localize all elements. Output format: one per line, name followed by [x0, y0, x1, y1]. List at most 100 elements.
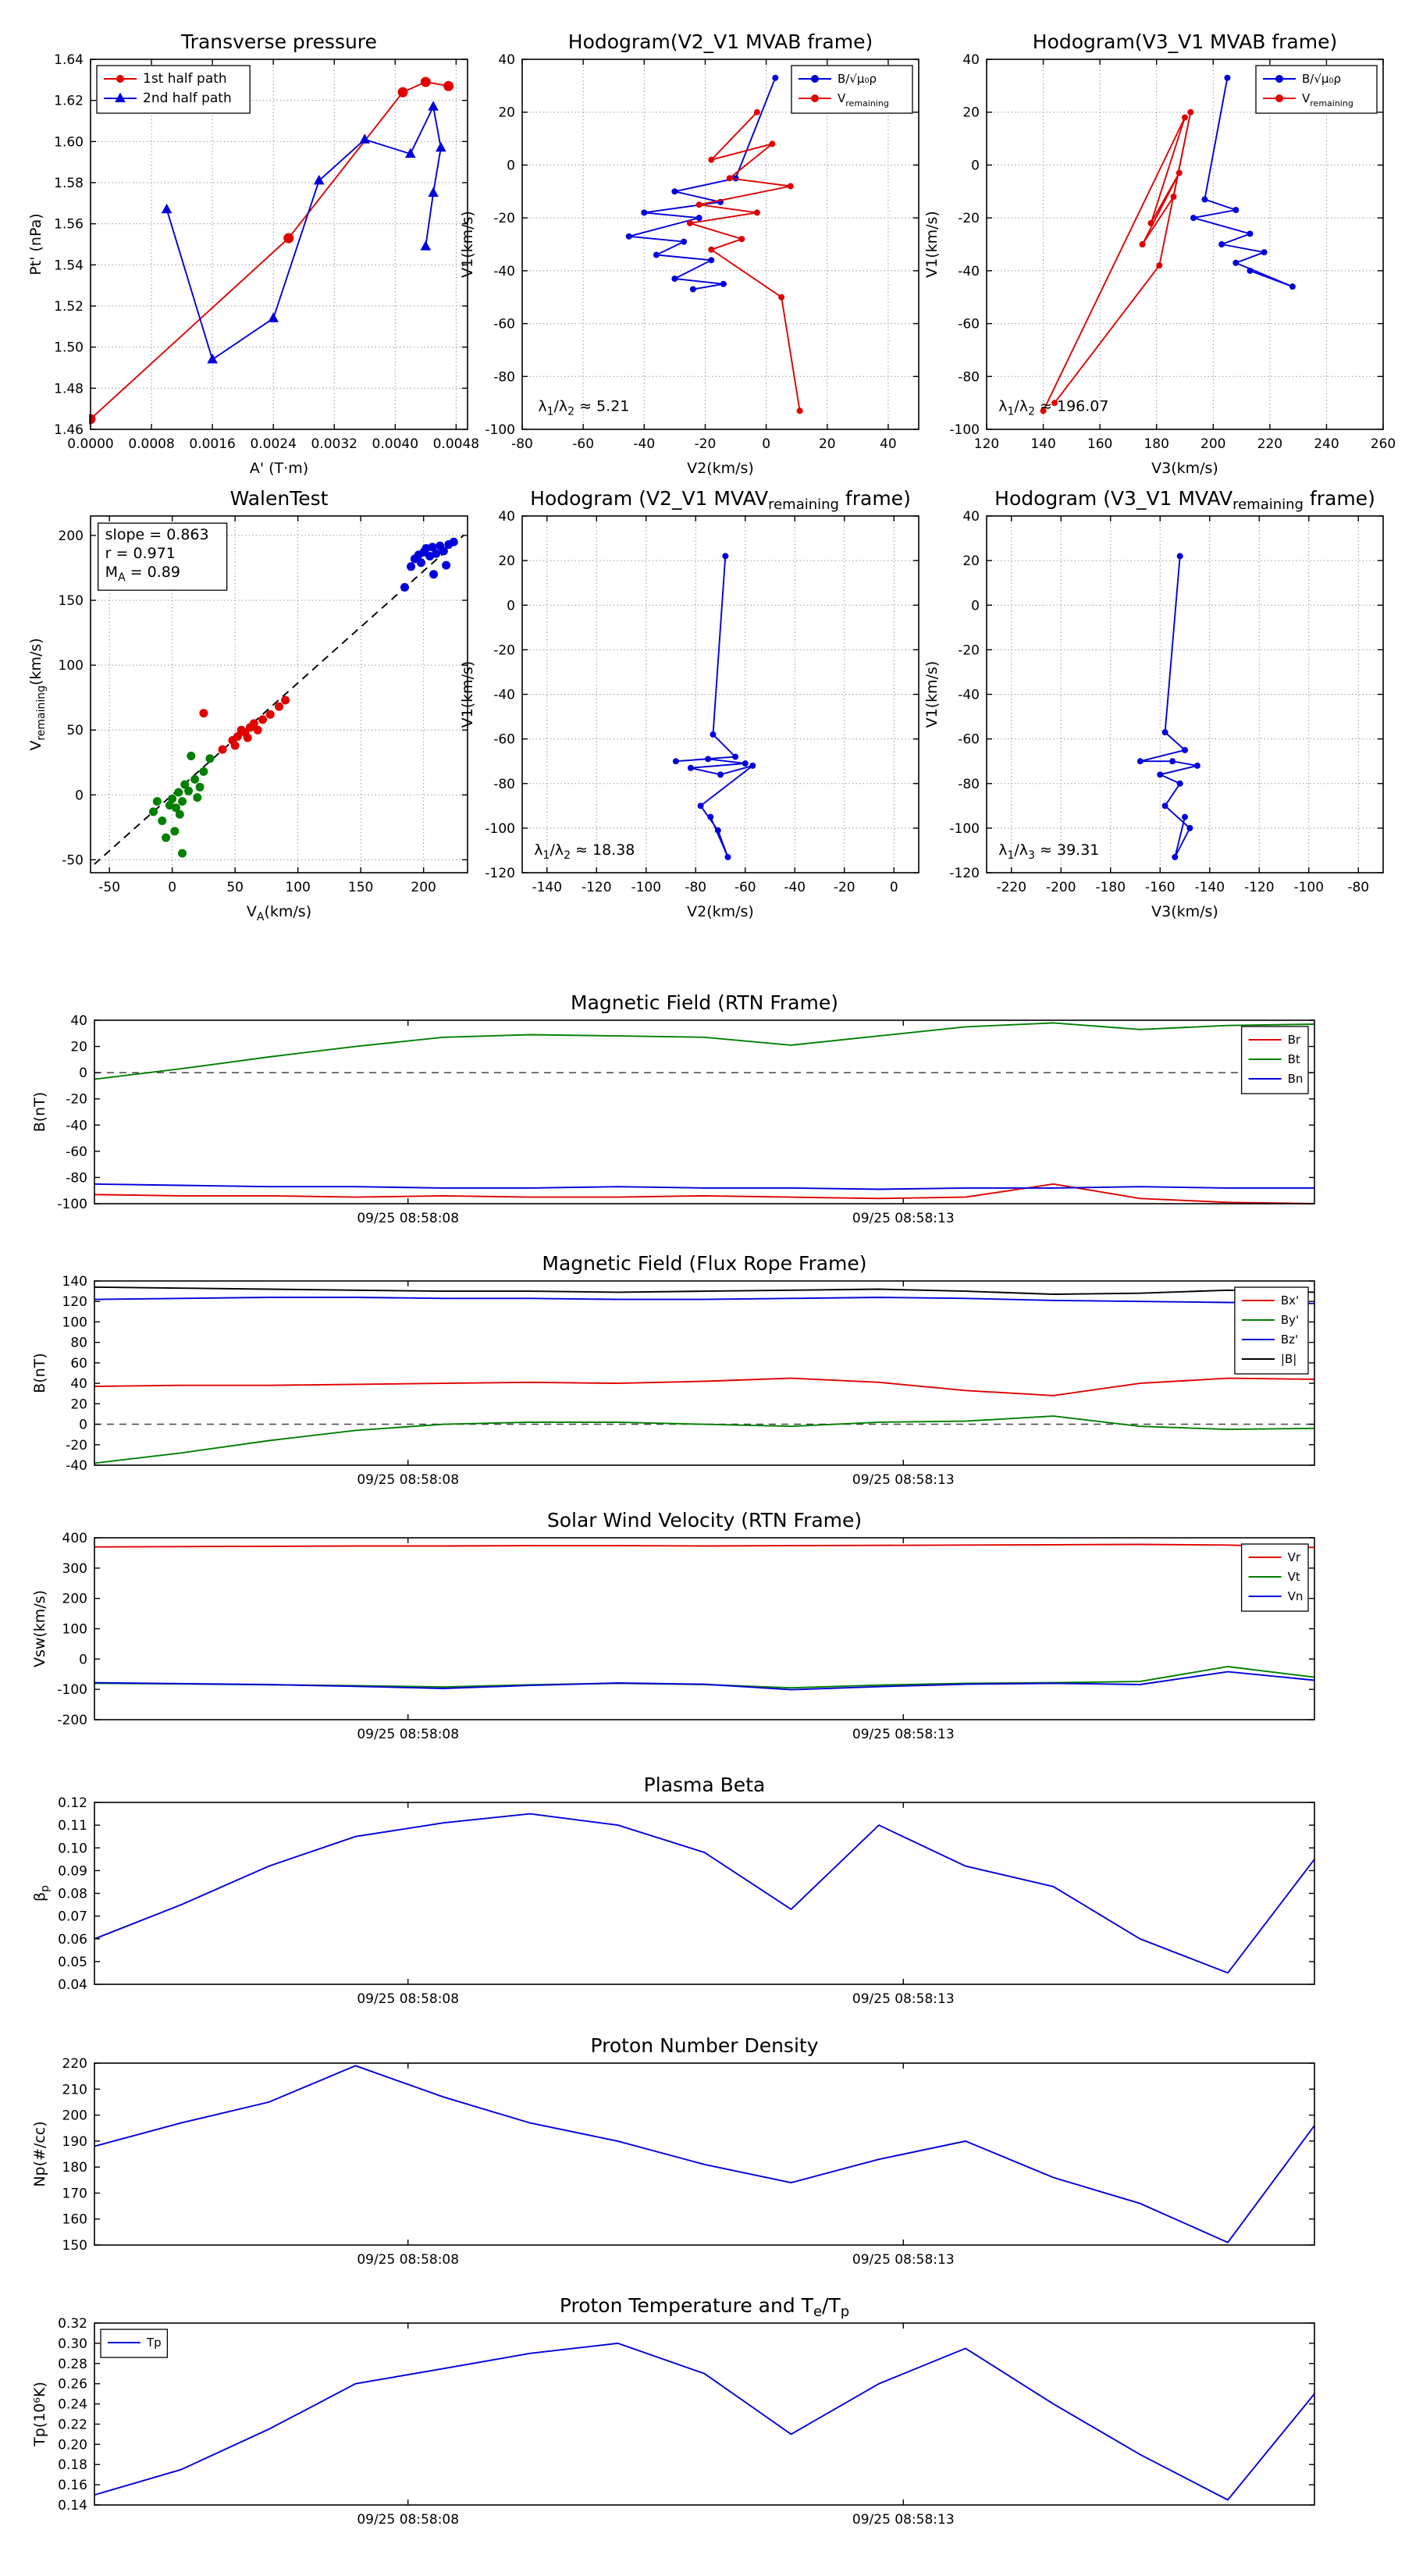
svg-text:0: 0 — [168, 880, 176, 895]
svg-text:Vr: Vr — [1288, 1550, 1301, 1564]
svg-text:40: 40 — [962, 509, 980, 525]
y-axis-label: Np(#/cc) — [31, 2121, 48, 2186]
x-axis-label: A' (T·m) — [250, 460, 308, 477]
y-axis-label: B(nT) — [31, 1353, 48, 1393]
panel-title: WalenTest — [230, 487, 329, 510]
series-B — [628, 77, 777, 290]
y-axis-label: V1(km/s) — [459, 661, 476, 728]
svg-text:80: 80 — [70, 1336, 87, 1351]
svg-text:220: 220 — [62, 2056, 87, 2072]
panel-ts_tp: 09/25 08:58:08 09/25 08:58:13 0.14 0.16 0.18… — [31, 2294, 1315, 2528]
svg-text:300: 300 — [62, 1561, 87, 1577]
svg-text:0.0040: 0.0040 — [372, 436, 418, 452]
svg-text:-80: -80 — [66, 1170, 87, 1186]
svg-text:1st half path: 1st half path — [143, 71, 227, 87]
legend-box — [96, 65, 251, 114]
svg-text:Vremaining: Vremaining — [1302, 91, 1353, 109]
svg-text:-20: -20 — [958, 211, 980, 226]
svg-text:40: 40 — [880, 436, 897, 452]
svg-text:-60: -60 — [735, 880, 756, 895]
svg-text:-20: -20 — [493, 642, 515, 658]
panel-ts_beta: 09/25 08:58:08 09/25 08:58:13 0.04 0.05 0.06… — [31, 1774, 1315, 2007]
svg-text:50: 50 — [226, 880, 244, 895]
svg-text:150: 150 — [348, 880, 373, 895]
svg-text:-100: -100 — [57, 1197, 87, 1212]
svg-text:-80: -80 — [958, 777, 980, 792]
svg-text:B/√μ₀ρ: B/√μ₀ρ — [1302, 72, 1341, 86]
x-axis-label: V3(km/s) — [1151, 903, 1218, 920]
svg-text:0: 0 — [507, 158, 515, 173]
svg-text:-180: -180 — [1095, 880, 1126, 895]
svg-text:1.56: 1.56 — [54, 217, 84, 233]
svg-text:-80: -80 — [493, 369, 515, 385]
svg-text:0: 0 — [890, 880, 898, 895]
series-Vrem — [1042, 112, 1192, 411]
svg-text:100: 100 — [285, 880, 310, 895]
svg-text:-200: -200 — [1046, 880, 1076, 895]
svg-text:09/25 08:58:13: 09/25 08:58:13 — [852, 2512, 955, 2528]
svg-text:-20: -20 — [958, 642, 980, 658]
svg-text:140: 140 — [1030, 436, 1055, 452]
svg-text:-60: -60 — [958, 732, 980, 748]
series-Br — [94, 1183, 1315, 1204]
svg-text:09/25 08:58:13: 09/25 08:58:13 — [852, 2252, 955, 2268]
svg-text:-60: -60 — [572, 436, 594, 452]
svg-text:-40: -40 — [958, 264, 980, 279]
svg-text:0: 0 — [79, 1418, 87, 1433]
svg-text:-160: -160 — [1145, 880, 1176, 895]
svg-text:0.12: 0.12 — [58, 1795, 87, 1811]
series-By' — [94, 1415, 1315, 1464]
svg-text:09/25 08:58:08: 09/25 08:58:08 — [357, 2512, 459, 2528]
panel-title: Transverse pressure — [180, 30, 377, 53]
svg-text:200: 200 — [59, 528, 84, 544]
panel-walen: -50 0 50 100 150 200 -50 0 50 100 150 200 WalenTest V… — [27, 487, 468, 923]
series-Bx' — [94, 1377, 1315, 1397]
svg-text:-100: -100 — [631, 880, 661, 895]
svg-text:-40: -40 — [633, 436, 655, 452]
svg-text:-120: -120 — [949, 866, 980, 881]
svg-text:0.10: 0.10 — [58, 1841, 87, 1856]
y-axis-label: Tp(10⁶K) — [31, 2382, 48, 2447]
svg-text:09/25 08:58:13: 09/25 08:58:13 — [852, 1991, 955, 2007]
svg-text:0.22: 0.22 — [58, 2417, 87, 2432]
svg-text:-100: -100 — [485, 422, 515, 438]
svg-text:260: 260 — [1371, 436, 1396, 452]
axes-frame — [94, 1019, 1315, 1204]
x-axis-label: V2(km/s) — [687, 903, 754, 920]
svg-text:|B|: |B| — [1281, 1352, 1297, 1366]
svg-text:220: 220 — [1257, 436, 1282, 452]
panel-hodo_v2_mvab: -80 -60 -40 -20 0 20 40-100-80-60-40-2002040Ho… — [459, 30, 919, 477]
axes-frame — [521, 59, 919, 430]
svg-text:200: 200 — [411, 880, 436, 895]
svg-text:-20: -20 — [66, 1438, 87, 1453]
series-2nd half path — [165, 104, 442, 361]
svg-text:20: 20 — [498, 553, 515, 569]
svg-text:slope = 0.863: slope = 0.863 — [105, 526, 209, 543]
svg-text:100: 100 — [59, 658, 84, 674]
svg-text:0.26: 0.26 — [58, 2377, 87, 2393]
svg-text:r = 0.971: r = 0.971 — [105, 545, 176, 562]
series-Tp — [94, 2342, 1315, 2501]
svg-text:0: 0 — [507, 598, 515, 614]
svg-text:-220: -220 — [996, 880, 1026, 895]
series-beta_p — [94, 1813, 1315, 1974]
axes-frame — [94, 1537, 1315, 1720]
axes-frame — [94, 2062, 1315, 2246]
panel-title: Solar Wind Velocity (RTN Frame) — [547, 1509, 862, 1532]
stats-box — [98, 522, 228, 591]
svg-text:40: 40 — [70, 1376, 87, 1392]
svg-text:-40: -40 — [493, 264, 515, 279]
annotation: λ1/λ2 ≈ 196.07 — [998, 397, 1108, 418]
svg-text:-60: -60 — [958, 317, 980, 333]
svg-text:20: 20 — [962, 553, 980, 569]
svg-text:0: 0 — [79, 1652, 87, 1667]
svg-text:1.54: 1.54 — [54, 258, 84, 273]
svg-text:Bt: Bt — [1288, 1052, 1300, 1066]
svg-text:09/25 08:58:08: 09/25 08:58:08 — [357, 1472, 459, 1488]
svg-text:09/25 08:58:13: 09/25 08:58:13 — [852, 1727, 955, 1742]
series-Bt — [94, 1022, 1315, 1080]
svg-text:20: 20 — [819, 436, 836, 452]
series-V — [675, 556, 753, 858]
svg-text:-60: -60 — [66, 1144, 87, 1160]
